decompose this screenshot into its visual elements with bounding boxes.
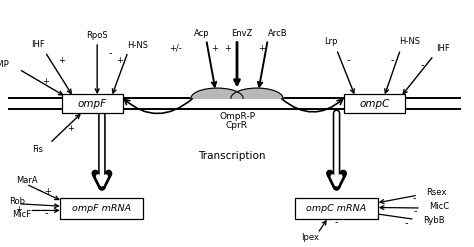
- Text: -: -: [414, 206, 418, 216]
- Text: +: +: [67, 124, 73, 133]
- Polygon shape: [231, 88, 283, 98]
- Text: MarA: MarA: [17, 176, 38, 185]
- FancyBboxPatch shape: [61, 198, 143, 219]
- Text: Acp: Acp: [194, 29, 209, 38]
- Text: -: -: [37, 185, 41, 195]
- Text: +: +: [43, 77, 49, 86]
- Text: MicF: MicF: [12, 210, 31, 219]
- Text: MicC: MicC: [429, 203, 449, 211]
- Text: +: +: [224, 44, 231, 53]
- Text: -: -: [413, 194, 417, 204]
- Text: -: -: [405, 218, 409, 228]
- Text: Lrp: Lrp: [324, 38, 337, 46]
- Text: ompF mRNA: ompF mRNA: [73, 204, 131, 213]
- Polygon shape: [191, 88, 243, 98]
- Text: +: +: [58, 56, 65, 65]
- Text: -: -: [420, 61, 424, 70]
- Text: RpoS: RpoS: [86, 31, 108, 40]
- Text: -: -: [109, 48, 112, 58]
- Text: +: +: [211, 44, 218, 53]
- Text: ArcB: ArcB: [267, 29, 287, 38]
- Text: -: -: [391, 55, 394, 65]
- Text: Fis: Fis: [32, 145, 44, 154]
- Text: EnvZ: EnvZ: [231, 29, 253, 38]
- Text: -: -: [346, 55, 350, 65]
- Text: cAMP: cAMP: [0, 60, 9, 69]
- Text: +/-: +/-: [169, 44, 182, 53]
- Text: IHF: IHF: [436, 44, 450, 53]
- Text: OmpR-P: OmpR-P: [219, 112, 255, 121]
- Text: IHF: IHF: [31, 40, 45, 49]
- Text: ompC mRNA: ompC mRNA: [306, 204, 367, 213]
- Text: RybB: RybB: [423, 216, 445, 225]
- Text: -: -: [45, 208, 48, 218]
- Text: CprR: CprR: [226, 122, 248, 130]
- FancyBboxPatch shape: [344, 94, 405, 113]
- Text: +: +: [117, 56, 123, 65]
- Text: Transcription: Transcription: [199, 151, 266, 161]
- Text: H-NS: H-NS: [400, 38, 420, 46]
- Text: Ipex: Ipex: [301, 233, 319, 242]
- Text: +: +: [16, 205, 22, 214]
- Text: Rob: Rob: [9, 197, 26, 206]
- FancyBboxPatch shape: [295, 198, 378, 219]
- Text: -: -: [335, 217, 338, 227]
- Text: +: +: [44, 187, 51, 196]
- Text: ompC: ompC: [359, 99, 390, 109]
- Text: H-NS: H-NS: [127, 41, 148, 50]
- Text: +: +: [258, 44, 265, 53]
- Text: ompF: ompF: [78, 99, 107, 109]
- FancyBboxPatch shape: [62, 94, 123, 113]
- Text: Rsex: Rsex: [427, 188, 447, 197]
